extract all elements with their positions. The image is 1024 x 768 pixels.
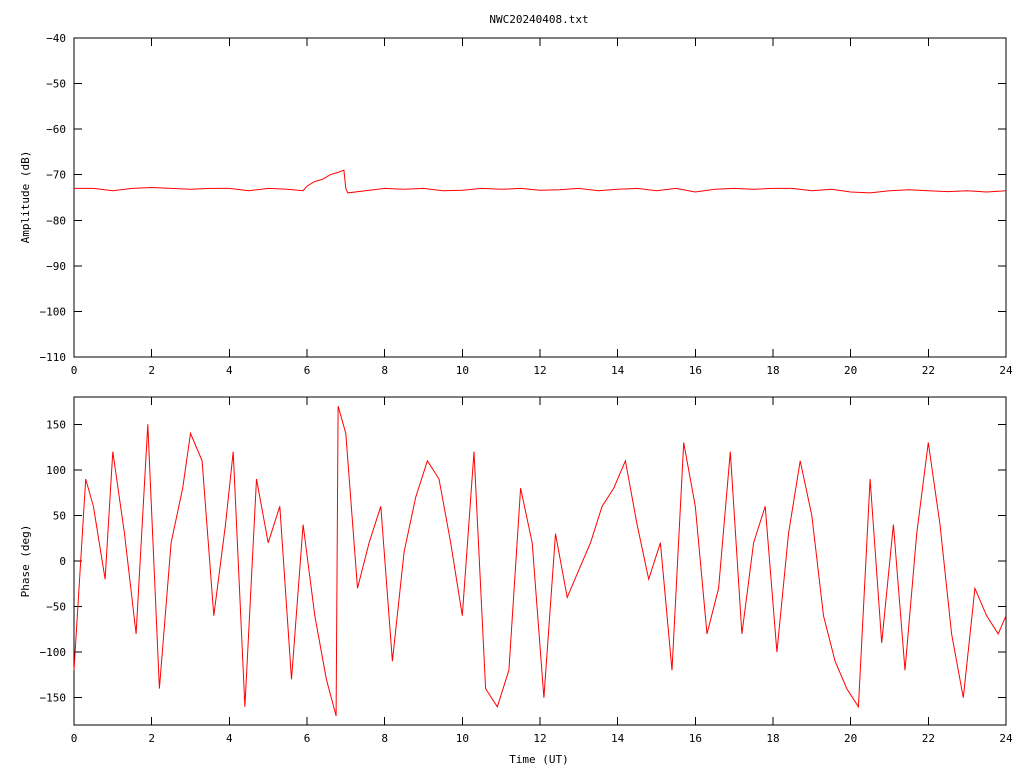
amplitude-x-tick-label: 16 [689, 364, 702, 377]
amplitude-y-tick-label: −40 [46, 32, 66, 45]
phase-y-tick-label: 0 [59, 555, 66, 568]
amplitude-x-tick-label: 6 [304, 364, 311, 377]
amplitude-y-tick-label: −90 [46, 260, 66, 273]
x-axis-label: Time (UT) [509, 753, 569, 766]
amplitude-x-tick-label: 10 [456, 364, 469, 377]
amplitude-x-tick-label: 8 [381, 364, 388, 377]
amplitude-y-tick-label: −60 [46, 123, 66, 136]
amplitude-y-tick-label: −110 [40, 351, 67, 364]
phase-panel: 0 2 4 6 8 10 12 14 16 18 20 22 24150100500−50−100−15… [19, 396, 1013, 766]
phase-x-tick-label: 16 [689, 732, 702, 745]
phase-tick-labels: 0 2 4 6 8 10 12 14 16 18 20 22 24150100500−50−100−15… [40, 418, 1013, 745]
phase-x-tick-label: 4 [226, 732, 233, 745]
amplitude-y-tick-label: −100 [40, 305, 67, 318]
phase-x-tick-label: 18 [766, 732, 779, 745]
amplitude-y-axis-label: Amplitude (dB) [19, 151, 32, 244]
phase-trace [73, 405, 1007, 717]
amplitude-y-tick-label: −70 [46, 169, 66, 182]
phase-y-axis-label: Phase (deg) [19, 525, 32, 598]
phase-ticks [73, 397, 1007, 725]
amplitude-x-tick-label: 22 [922, 364, 935, 377]
amplitude-panel: 0 2 4 6 8 10 12 14 16 18 20 22 24−40−50−60−70−80−90−… [19, 32, 1013, 377]
amplitude-plot-frame [73, 37, 1007, 358]
amplitude-trace [74, 169, 1007, 194]
phase-y-tick-label: 150 [46, 418, 66, 431]
chart-title: NWC20240408.txt [489, 13, 588, 26]
amplitude-x-tick-label: 14 [611, 364, 625, 377]
phase-x-tick-label: 24 [999, 732, 1013, 745]
amplitude-y-tick-label: −80 [46, 214, 66, 227]
amplitude-x-tick-label: 4 [226, 364, 233, 377]
amplitude-x-tick-label: 2 [148, 364, 155, 377]
amplitude-tick-labels: 0 2 4 6 8 10 12 14 16 18 20 22 24−40−50−60−70−80−90−… [40, 32, 1013, 377]
phase-x-tick-label: 8 [381, 732, 388, 745]
amplitude-y-tick-label: −50 [46, 78, 66, 91]
phase-y-tick-label: 50 [53, 509, 66, 522]
phase-y-tick-label: 100 [46, 464, 66, 477]
phase-x-tick-label: 22 [922, 732, 935, 745]
phase-x-tick-label: 10 [456, 732, 469, 745]
phase-x-tick-label: 0 [71, 732, 78, 745]
amplitude-x-tick-label: 18 [766, 364, 779, 377]
amplitude-x-tick-label: 0 [71, 364, 78, 377]
phase-x-tick-label: 14 [611, 732, 625, 745]
phase-x-tick-label: 20 [844, 732, 857, 745]
phase-x-tick-label: 6 [304, 732, 311, 745]
amplitude-x-tick-label: 12 [533, 364, 546, 377]
phase-x-tick-label: 12 [533, 732, 546, 745]
phase-y-tick-label: −150 [40, 692, 67, 705]
amplitude-x-tick-label: 20 [844, 364, 857, 377]
phase-y-tick-label: −50 [46, 601, 66, 614]
amplitude-x-tick-label: 24 [999, 364, 1013, 377]
phase-x-tick-label: 2 [148, 732, 155, 745]
amplitude-ticks [73, 37, 1007, 358]
phase-y-tick-label: −100 [40, 646, 67, 659]
